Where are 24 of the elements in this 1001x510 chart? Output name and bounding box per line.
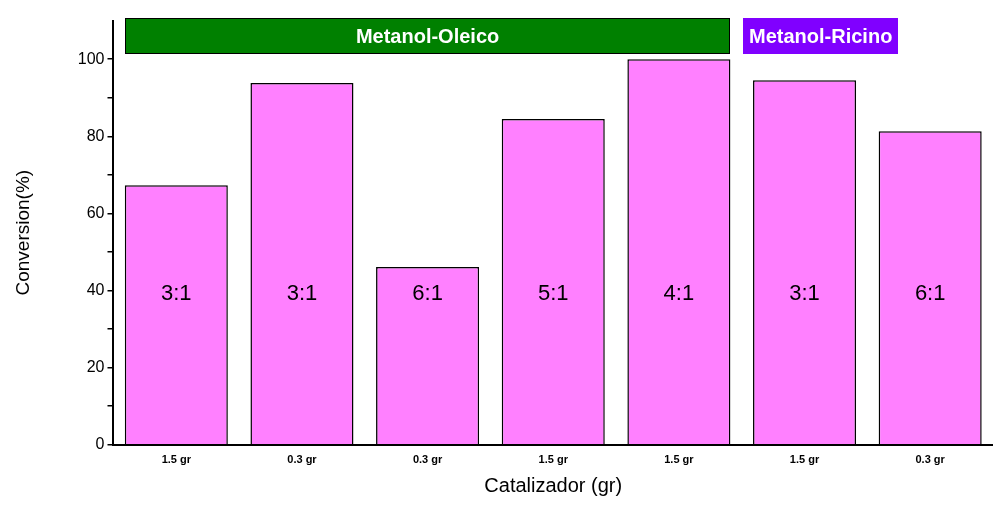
annotation: 3:1 [286, 280, 318, 306]
x-tick-label: 0.3 gr [412, 453, 443, 466]
annotation: 5:1 [537, 280, 569, 306]
annotation: 3:1 [161, 280, 192, 306]
y-tick-label: 100 [77, 49, 105, 67]
y-tick-label: 60 [86, 203, 105, 221]
x-tick-label: 1.5 gr [538, 453, 569, 466]
y-tick-label: 0 [95, 435, 105, 453]
annotation: 6:1 [412, 280, 443, 306]
y-tick-label: 40 [86, 280, 105, 298]
annotation: 6:1 [914, 280, 946, 306]
x-tick-label: 1.5 gr [664, 453, 695, 466]
x-tick-label: 1.5 gr [789, 453, 820, 466]
x-tick-label: 0.3 gr [915, 453, 946, 466]
y-tick-label: 20 [86, 358, 105, 376]
annotation: 4:1 [663, 280, 695, 306]
y-tick-label: 80 [86, 126, 105, 144]
annotation: 3:1 [789, 280, 820, 306]
group-header: Metanol-Oleico [124, 18, 731, 54]
x-tick-label: 0.3 gr [287, 453, 318, 466]
x-axis-title: Catalizador (gr) [484, 473, 623, 496]
group-header: Metanol-Ricino [743, 18, 899, 54]
y-axis-title: Conversion(%) [11, 169, 33, 296]
x-tick-label: 1.5 gr [161, 453, 192, 466]
